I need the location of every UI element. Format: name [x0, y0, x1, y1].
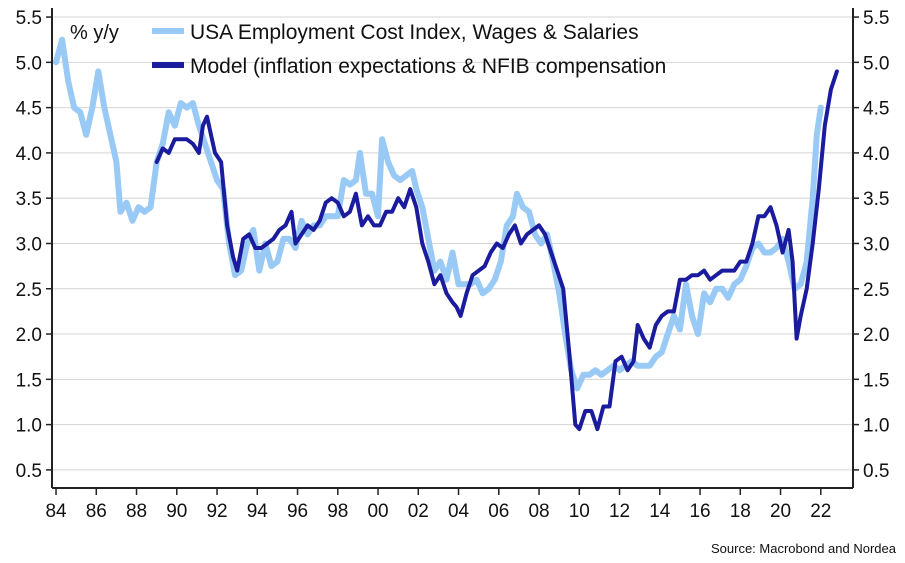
y-tick-label-left: 4.0	[16, 144, 42, 165]
left-y-axis: 0.5 1.0 1.5 2.0 2.5 3.0 3.5 4.0 4.5 5.0 5.5	[16, 8, 53, 488]
y-tick-label-left: 4.5	[16, 99, 42, 120]
series-line-ecwages	[53, 36, 824, 392]
legend-label-model: Model (inflation expectations & NFIB com…	[190, 55, 666, 78]
x-tick-label: 18	[730, 501, 751, 522]
y-tick-label-right: 5.0	[863, 53, 889, 74]
y-tick-label-right: 4.5	[863, 99, 889, 120]
y-tick-label-left: 5.5	[16, 8, 42, 29]
x-tick-label: 98	[327, 501, 348, 522]
y-tick-label-right: 4.0	[863, 144, 889, 165]
x-tick-label: 04	[448, 501, 470, 522]
y-tick-label-left: 2.0	[16, 325, 42, 346]
x-tick-label: 10	[569, 501, 590, 522]
x-tick-label: 08	[528, 501, 549, 522]
x-axis: 84 86 88 90 92 94 96 98 00 02 04 06 08 10 12 14 16 18 20 22	[45, 487, 853, 522]
y-tick-label-left: 1.5	[16, 370, 42, 391]
x-tick-label: 96	[287, 501, 308, 522]
legend-label-ecwages: USA Employment Cost Index, Wages & Salar…	[190, 21, 639, 44]
y-unit-label: % y/y	[70, 22, 119, 44]
x-tick-label: 20	[770, 501, 791, 522]
x-tick-label: 02	[408, 501, 429, 522]
right-y-axis: 0.5 1.0 1.5 2.0 2.5 3.0 3.5 4.0 4.5 5.0 5.5	[852, 8, 889, 488]
x-tick-label: 88	[126, 501, 147, 522]
x-tick-label: 12	[609, 501, 630, 522]
y-tick-label-right: 3.5	[863, 189, 889, 210]
x-tick-label: 86	[86, 501, 107, 522]
x-tick-label: 14	[649, 501, 671, 522]
legend: USA Employment Cost Index, Wages & Salar…	[152, 21, 666, 78]
y-tick-label-right: 1.5	[863, 370, 889, 391]
y-tick-label-left: 0.5	[16, 461, 42, 482]
gridlines	[52, 16, 853, 471]
x-tick-label: 94	[247, 501, 269, 522]
x-tick-label: 92	[206, 501, 227, 522]
y-tick-label-left: 1.0	[16, 416, 42, 437]
series-layer	[53, 36, 839, 432]
y-tick-label-left: 5.0	[16, 53, 42, 74]
x-tick-label: 90	[166, 501, 187, 522]
y-tick-label-right: 0.5	[863, 461, 889, 482]
x-tick-label: 16	[689, 501, 710, 522]
x-tick-label: 22	[810, 501, 831, 522]
y-tick-label-right: 3.0	[863, 234, 889, 255]
y-tick-label-right: 2.5	[863, 280, 889, 301]
x-tick-label: 06	[488, 501, 509, 522]
y-tick-label-left: 3.0	[16, 234, 42, 255]
series-line-model	[154, 69, 839, 432]
y-tick-label-left: 3.5	[16, 189, 42, 210]
y-tick-label-right: 1.0	[863, 416, 889, 437]
x-tick-label: 00	[367, 501, 388, 522]
y-tick-label-right: 5.5	[863, 8, 889, 29]
y-tick-label-left: 2.5	[16, 280, 42, 301]
x-tick-label: 84	[45, 501, 67, 522]
y-tick-label-right: 2.0	[863, 325, 889, 346]
source-note: Source: Macrobond and Nordea	[711, 541, 897, 556]
